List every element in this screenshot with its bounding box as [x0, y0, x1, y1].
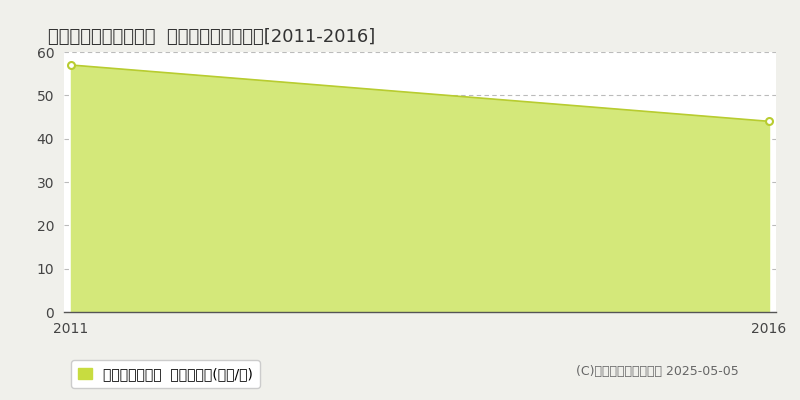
- Text: 生駒郡斑鳩町法隆寺南  マンション価格推移[2011-2016]: 生駒郡斑鳩町法隆寺南 マンション価格推移[2011-2016]: [48, 28, 375, 46]
- Text: (C)土地価格ドットコム 2025-05-05: (C)土地価格ドットコム 2025-05-05: [576, 365, 738, 378]
- Legend: マンション価格  平均坪単価(万円/坪): マンション価格 平均坪単価(万円/坪): [71, 360, 260, 388]
